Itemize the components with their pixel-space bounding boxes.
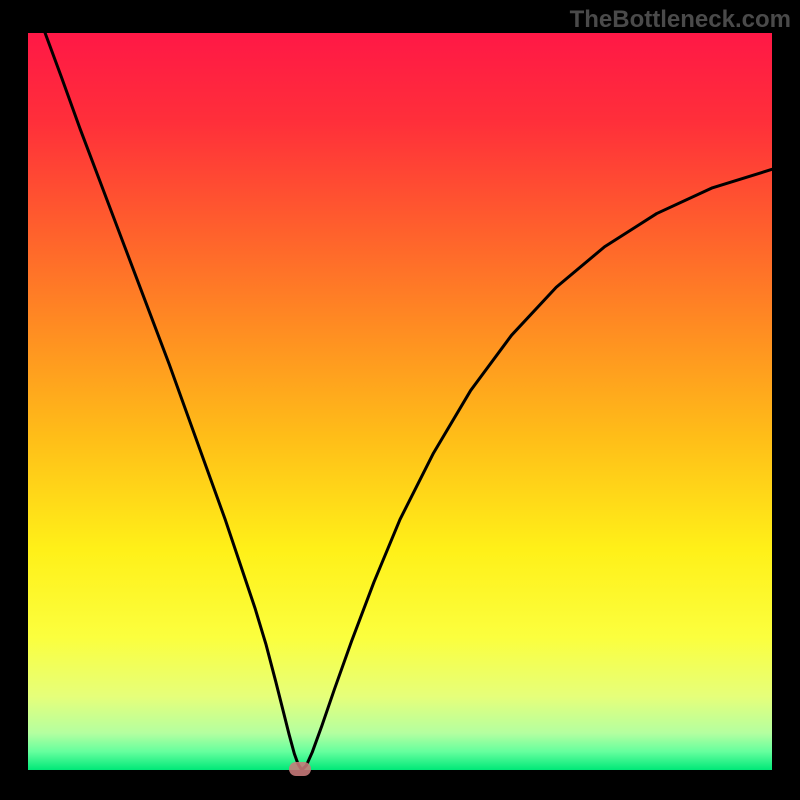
optimum-marker (289, 762, 311, 776)
watermark-text: TheBottleneck.com (570, 6, 791, 34)
bottleneck-curve (28, 33, 772, 770)
plot-area (28, 33, 772, 770)
